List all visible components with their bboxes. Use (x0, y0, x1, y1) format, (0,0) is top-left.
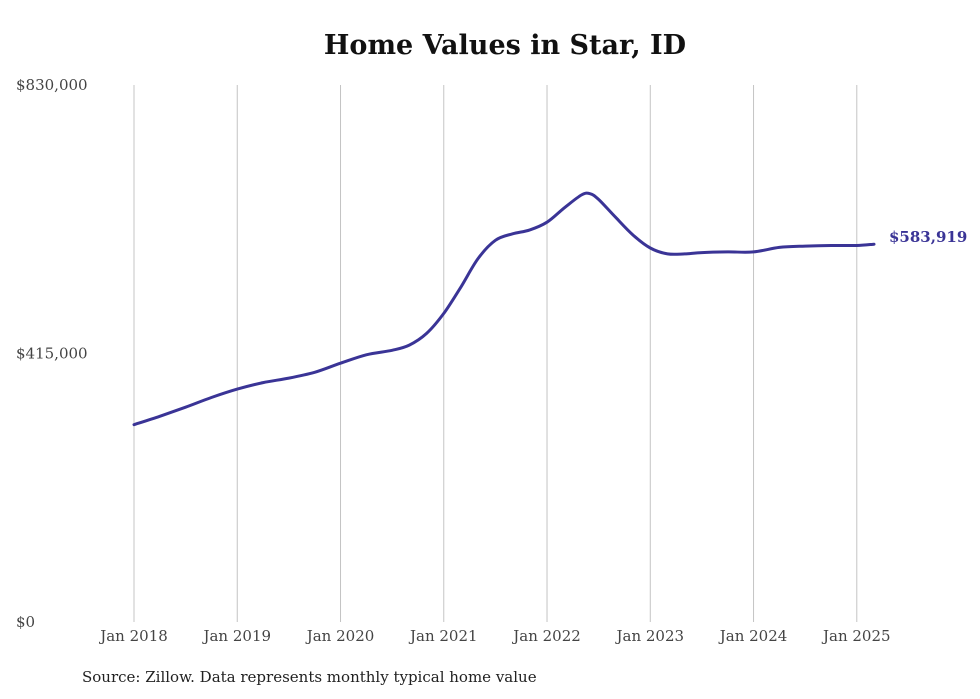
x-tick-label: Jan 2019 (201, 627, 271, 645)
gridlines (133, 85, 858, 622)
x-tick-label: Jan 2021 (408, 627, 478, 645)
x-tick-label: Jan 2024 (718, 627, 788, 645)
x-tick-label: Jan 2022 (511, 627, 581, 645)
end-value-label: $583,919 (889, 228, 967, 246)
home-value-line (132, 191, 876, 427)
source-note: Source: Zillow. Data represents monthly … (82, 668, 537, 686)
line-chart: $0$415,000$830,000 Jan 2018 Jan 2019 Jan 2… (16, 76, 967, 645)
x-axis-ticks: Jan 2018 Jan 2019 Jan 2020 Jan 2021 Jan 2022… (98, 627, 890, 645)
series: $583,919 (132, 191, 967, 427)
x-tick-label: Jan 2018 (98, 627, 168, 645)
x-tick-label: Jan 2020 (305, 627, 375, 645)
x-tick-label: Jan 2025 (821, 627, 891, 645)
y-tick-label: $415,000 (16, 345, 88, 363)
y-tick-label: $0 (16, 613, 35, 631)
y-tick-label: $830,000 (16, 76, 88, 94)
chart-title: Home Values in Star, ID (323, 30, 687, 61)
x-tick-label: Jan 2023 (614, 627, 684, 645)
y-axis-ticks: $0 $415,000 $830,000 (16, 76, 88, 631)
